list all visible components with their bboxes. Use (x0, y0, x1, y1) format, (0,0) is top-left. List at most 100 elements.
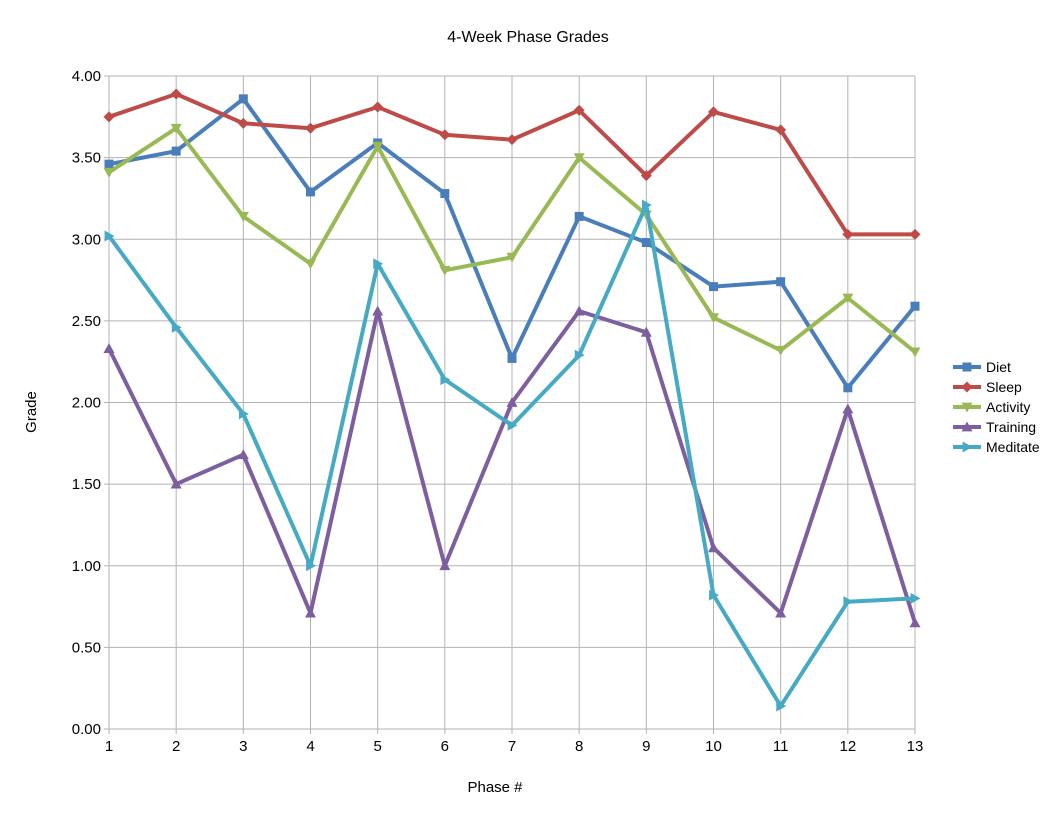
data-point-activity (708, 313, 719, 324)
data-point-meditate (238, 408, 249, 420)
legend-label: Meditate (986, 439, 1040, 455)
y-tick-label: 0.00 (72, 721, 101, 738)
x-tick-label: 13 (907, 738, 924, 755)
series-meditate (104, 199, 921, 712)
data-point-training (170, 478, 182, 489)
data-point-training (372, 305, 384, 316)
series-activity (103, 123, 921, 358)
x-tick-label: 12 (839, 738, 856, 755)
data-point-sleep (103, 111, 115, 123)
data-point-diet (306, 187, 315, 197)
data-point-activity (439, 265, 451, 276)
data-point-activity (305, 259, 316, 270)
y-tick-label: 0.50 (72, 639, 101, 656)
legend-swatch-marker (962, 362, 972, 372)
y-tick-label: 1.00 (72, 558, 101, 575)
x-tick-label: 9 (642, 738, 650, 755)
data-point-training (506, 397, 518, 407)
data-point-diet (910, 301, 920, 311)
data-point-diet (709, 282, 718, 292)
y-tick-label: 1.50 (72, 476, 101, 493)
y-tick-label: 3.50 (72, 150, 101, 167)
data-point-meditate (507, 419, 518, 431)
data-point-activity (842, 293, 854, 304)
data-point-activity (775, 345, 787, 356)
legend-item-training: Training (953, 419, 1036, 435)
x-tick-label: 10 (705, 738, 722, 755)
data-point-diet (238, 94, 248, 104)
data-point-activity (170, 123, 182, 134)
x-tick-label: 11 (773, 738, 789, 755)
chart-title: 4-Week Phase Grades (447, 29, 609, 46)
x-axis-label: Phase # (467, 779, 523, 796)
legend-swatch-marker (962, 441, 973, 453)
data-point-meditate (709, 589, 719, 601)
series-training (103, 305, 921, 628)
data-point-training (103, 343, 115, 354)
data-point-sleep (439, 129, 451, 141)
series-sleep (103, 88, 921, 240)
data-point-diet (776, 277, 786, 287)
data-point-meditate (776, 700, 787, 712)
y-axis-label: Grade (23, 391, 40, 433)
data-point-activity (103, 167, 115, 178)
x-tick-label: 6 (441, 738, 449, 755)
legend-swatch-marker (961, 421, 973, 432)
data-point-sleep (305, 122, 316, 134)
data-point-training (237, 449, 249, 460)
x-tick-label: 7 (508, 738, 516, 755)
y-tick-label: 4.00 (72, 68, 101, 85)
data-point-meditate (910, 592, 921, 604)
tick-labels: 0.000.501.001.502.002.503.003.504.001 2 3 4… (72, 68, 924, 755)
data-point-sleep (170, 88, 182, 100)
data-point-training (439, 560, 451, 571)
data-point-sleep (708, 106, 719, 118)
data-point-training (909, 617, 921, 628)
y-tick-label: 2.50 (72, 313, 101, 330)
x-tick-label: 2 (172, 738, 180, 755)
data-point-diet (507, 353, 517, 363)
data-point-diet (843, 383, 853, 393)
legend-swatch-marker (961, 381, 973, 393)
data-point-training (573, 305, 585, 316)
x-tick-label: 5 (373, 738, 381, 755)
data-point-activity (237, 211, 249, 222)
legend-item-diet: Diet (953, 359, 1011, 375)
data-point-sleep (237, 117, 249, 129)
data-point-meditate (171, 321, 182, 333)
data-point-meditate (843, 596, 854, 608)
legend: Diet Sleep Activity Training Meditate (953, 359, 1040, 455)
data-point-sleep (506, 134, 518, 146)
data-point-sleep (640, 170, 652, 182)
data-point-activity (506, 252, 518, 263)
data-point-sleep (372, 101, 384, 113)
data-point-diet (171, 146, 181, 156)
data-point-training (305, 607, 316, 618)
data-point-training (708, 542, 719, 553)
data-point-diet (440, 189, 450, 199)
legend-item-sleep: Sleep (953, 379, 1022, 395)
data-point-diet (574, 211, 584, 221)
legend-label: Activity (986, 399, 1030, 415)
x-tick-label: 1 (105, 738, 113, 755)
data-point-meditate (373, 258, 384, 270)
x-tick-label: 8 (575, 738, 583, 755)
series-lines (103, 88, 921, 712)
data-point-diet (104, 159, 114, 169)
data-point-training (775, 607, 787, 618)
data-point-meditate (104, 230, 115, 242)
data-point-training (842, 403, 854, 414)
data-point-sleep (909, 228, 921, 240)
data-point-meditate (641, 199, 652, 211)
legend-label: Diet (986, 359, 1011, 375)
data-point-activity (909, 347, 921, 358)
legend-swatch-marker (961, 402, 973, 413)
data-point-diet (641, 238, 651, 248)
legend-label: Sleep (986, 379, 1022, 395)
data-point-meditate (440, 374, 451, 386)
legend-item-activity: Activity (953, 399, 1030, 415)
data-point-activity (573, 153, 585, 164)
y-tick-label: 2.00 (72, 395, 101, 412)
